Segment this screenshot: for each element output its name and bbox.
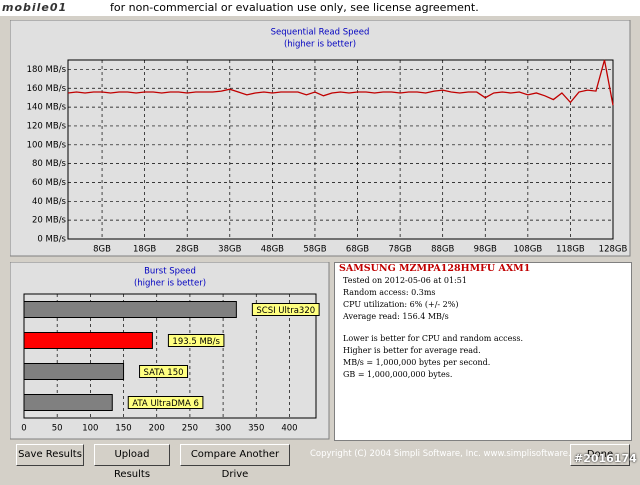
- info-line: Average read: 156.4 MB/s: [343, 312, 449, 321]
- y-tick-label: 40 MB/s: [32, 197, 67, 207]
- x-tick-label: 68GB: [346, 245, 369, 255]
- info-panel: SAMSUNG MZMPA128HMFU AXM1 Tested on 2012…: [334, 262, 632, 441]
- info-line: Tested on 2012-05-06 at 01:51: [343, 276, 467, 285]
- chart-title: Sequential Read Speed: [271, 28, 370, 38]
- read-chart: Sequential Read Speed (higher is better)…: [10, 20, 631, 257]
- bar-label: SATA 150: [144, 368, 184, 378]
- y-tick-label: 180 MB/s: [27, 65, 67, 75]
- title-bar: mobile01 for non-commercial or evaluatio…: [0, 0, 640, 16]
- label-box: [167, 334, 225, 347]
- compare-button[interactable]: Compare Another Drive: [180, 444, 290, 480]
- bar: [23, 301, 237, 318]
- chart-title: Burst Speed: [144, 267, 196, 277]
- y-tick-label: 100 MB/s: [27, 140, 67, 150]
- chart-subtitle: (higher is better): [284, 40, 356, 50]
- x-tick-label: 128GB: [599, 245, 628, 255]
- y-tick-label: 0 MB/s: [37, 235, 66, 245]
- bar: [23, 332, 153, 349]
- info-line: GB = 1,000,000,000 bytes.: [343, 370, 453, 379]
- y-tick-label: 60 MB/s: [32, 178, 67, 188]
- burst-chart: Burst Speed (higher is better) 0 50 100 150…: [10, 262, 330, 440]
- bar-label: SCSI Ultra320: [256, 306, 315, 316]
- y-tick-label: 120 MB/s: [27, 121, 67, 131]
- x-tick-label: 38GB: [218, 245, 241, 255]
- bar-label: 193.5 MB/s: [172, 337, 220, 347]
- x-tick-label: 100: [82, 424, 98, 434]
- x-tick-label: 98GB: [474, 245, 497, 255]
- y-tick-label: 20 MB/s: [32, 216, 67, 226]
- upload-button[interactable]: Upload Results: [94, 444, 170, 480]
- x-tick-label: 58GB: [303, 245, 326, 255]
- plot-frame: [23, 293, 317, 419]
- bar: [23, 363, 125, 380]
- x-tick-label: 50: [52, 424, 63, 434]
- chart-subtitle: (higher is better): [134, 279, 206, 289]
- drive-name: SAMSUNG MZMPA128HMFU AXM1: [339, 263, 531, 274]
- x-tick-label: 118GB: [556, 245, 585, 255]
- info-line: MB/s = 1,000,000 bytes per second.: [343, 358, 491, 367]
- x-tick-label: 88GB: [431, 245, 454, 255]
- x-tick-label: 78GB: [388, 245, 411, 255]
- info-line: CPU utilization: 6% (+/- 2%): [343, 300, 459, 309]
- label-box: [251, 303, 320, 316]
- bar-label: ATA UltraDMA 6: [132, 399, 199, 409]
- x-tick-label: 250: [182, 424, 198, 434]
- x-tick-label: 350: [248, 424, 264, 434]
- y-tick-label: 80 MB/s: [32, 159, 67, 169]
- x-tick-label: 28GB: [176, 245, 199, 255]
- x-tick-label: 108GB: [514, 245, 543, 255]
- x-tick-label: 0: [21, 424, 26, 434]
- copyright: Copyright (C) 2004 Simpli Software, Inc.…: [310, 449, 589, 459]
- panel: [10, 20, 631, 257]
- info-line: Random access: 0.3ms: [343, 288, 436, 297]
- x-tick-label: 300: [215, 424, 231, 434]
- watermark: #2016174: [574, 452, 637, 465]
- bar: [23, 394, 113, 411]
- y-tick-label: 140 MB/s: [27, 103, 67, 113]
- window-title: for non-commercial or evaluation use onl…: [110, 1, 479, 14]
- x-tick-label: 18GB: [133, 245, 156, 255]
- logo: mobile01: [2, 1, 68, 14]
- info-line: Lower is better for CPU and random acces…: [343, 334, 524, 343]
- x-tick-label: 8GB: [93, 245, 111, 255]
- x-tick-label: 200: [149, 424, 165, 434]
- panel: [10, 262, 330, 440]
- info-line: Higher is better for average read.: [343, 346, 481, 355]
- x-tick-label: 150: [115, 424, 131, 434]
- y-tick-label: 160 MB/s: [27, 84, 67, 94]
- label-box: [139, 365, 189, 378]
- x-tick-label: 400: [281, 424, 297, 434]
- label-box: [127, 396, 204, 409]
- plot-frame: [67, 59, 614, 240]
- line: [67, 59, 614, 106]
- save-button[interactable]: Save Results: [16, 444, 84, 466]
- x-tick-label: 48GB: [261, 245, 284, 255]
- done-button[interactable]: Done: [570, 444, 630, 466]
